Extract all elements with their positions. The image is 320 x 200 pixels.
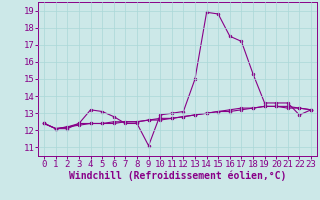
X-axis label: Windchill (Refroidissement éolien,°C): Windchill (Refroidissement éolien,°C) [69, 171, 286, 181]
